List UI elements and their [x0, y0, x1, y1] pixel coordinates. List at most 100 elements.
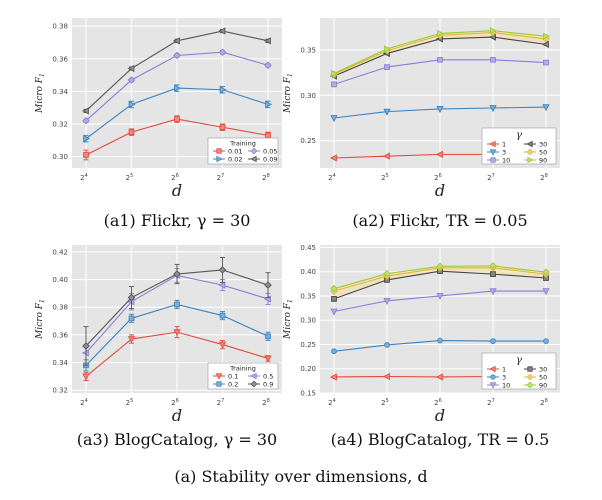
legend-label: 0.5 [263, 372, 273, 380]
series-3 [330, 104, 550, 123]
caption-2: (a2) Flickr, TR = 0.05 [352, 211, 527, 230]
series-10 [331, 56, 549, 88]
legend-swatch-marker [490, 157, 496, 163]
x-tick-label: 24 [328, 173, 336, 182]
y-tick-label: 0.45 [300, 244, 316, 252]
y-tick-label: 0.30 [300, 317, 316, 325]
data-point [83, 135, 91, 143]
data-point [489, 288, 497, 296]
data-point [173, 270, 181, 278]
data-point [435, 373, 443, 381]
legend-swatch-marker [526, 373, 534, 381]
legend-label: 1 [502, 365, 506, 373]
data-point [173, 329, 181, 337]
data-point [83, 152, 89, 158]
legend-swatch-marker [526, 140, 533, 148]
data-point [437, 56, 443, 63]
data-point [490, 56, 496, 63]
data-point [174, 116, 180, 122]
x-tick-label: 28 [540, 398, 548, 407]
data-point [219, 86, 227, 94]
y-tick-label: 0.36 [52, 331, 68, 339]
data-point [265, 132, 271, 139]
data-point [218, 266, 227, 274]
data-point [542, 268, 550, 276]
legend-swatch-marker [526, 381, 534, 389]
data-point [127, 76, 136, 84]
y-tick-label: 0.40 [52, 276, 68, 284]
x-tick-label: 27 [217, 398, 225, 407]
series-0.1 [82, 326, 272, 382]
data-point [384, 45, 392, 53]
data-point [330, 308, 338, 316]
y-tick-label: 0.15 [300, 390, 316, 398]
legend-swatch-marker [489, 382, 497, 389]
data-point [82, 342, 90, 350]
y-tick-label: 0.30 [52, 153, 68, 161]
x-tick-label: 28 [540, 173, 548, 182]
data-point [489, 262, 497, 270]
x-tick-label: 24 [80, 398, 88, 407]
x-tick-label: 26 [171, 173, 179, 182]
legend-swatch-marker [216, 381, 222, 387]
data-point [219, 312, 226, 319]
y-axis-label: Micro F1 [35, 299, 46, 340]
legend-label: 10 [502, 381, 510, 389]
legend-label: 0.05 [263, 147, 277, 155]
data-point [128, 100, 136, 109]
data-point [81, 107, 89, 115]
series-band [334, 30, 546, 77]
data-point [330, 284, 338, 293]
legend-swatch-marker [489, 140, 496, 148]
data-point [437, 337, 443, 344]
legend-label: 50 [539, 148, 547, 156]
caption-4: (a4) BlogCatalog, TR = 0.5 [331, 430, 550, 449]
legend-label: 0.09 [263, 155, 277, 163]
data-point [437, 29, 445, 38]
y-tick-label: 0.36 [52, 55, 68, 63]
data-point [382, 372, 390, 381]
data-point [331, 348, 337, 355]
data-point [218, 48, 227, 56]
data-point [436, 262, 444, 271]
data-point [489, 105, 497, 113]
x-tick-label: 25 [381, 398, 389, 407]
data-point [128, 129, 135, 135]
data-point [542, 288, 550, 296]
y-tick-label: 0.20 [300, 365, 316, 373]
data-point [264, 355, 272, 363]
series-0.05 [82, 48, 272, 125]
legend-label: 50 [539, 373, 547, 381]
y-tick-label: 0.34 [52, 88, 68, 96]
figure-caption: (a) Stability over dimensions, d [174, 467, 427, 486]
data-point [329, 154, 337, 162]
y-axis-label: Micro F1 [283, 299, 294, 340]
data-point [384, 342, 390, 348]
series-0.9 [82, 256, 272, 366]
y-tick-label: 0.38 [52, 23, 68, 31]
chart-panel-4: 0.15 0.20 0.25 0.30 0.35 0.40 0.45 24 25 26 27 28 Mi… [283, 244, 560, 425]
legend-label: 30 [539, 140, 547, 148]
legend-label: 0.1 [228, 372, 238, 380]
data-point [265, 333, 271, 340]
series-0.02 [83, 84, 273, 143]
x-axis-label: d [172, 406, 182, 425]
data-point [173, 51, 181, 60]
legend-swatch-marker [250, 380, 258, 388]
y-tick-label: 0.42 [52, 248, 68, 256]
data-point [383, 108, 391, 116]
data-point [263, 37, 271, 45]
legend-swatch-marker [250, 147, 258, 155]
y-axis-label: Micro F1 [35, 73, 46, 114]
data-point [329, 373, 337, 381]
legend-label: 30 [539, 365, 547, 373]
data-point [265, 100, 273, 109]
x-tick-label: 27 [487, 398, 495, 407]
data-point [436, 293, 444, 301]
series-3 [331, 337, 549, 355]
chart-panel-3: 0.32 0.34 0.36 0.38 0.40 0.42 24 25 26 27 28 Micro … [35, 245, 282, 425]
x-tick-label: 24 [80, 173, 88, 182]
y-tick-label: 0.30 [300, 92, 316, 100]
